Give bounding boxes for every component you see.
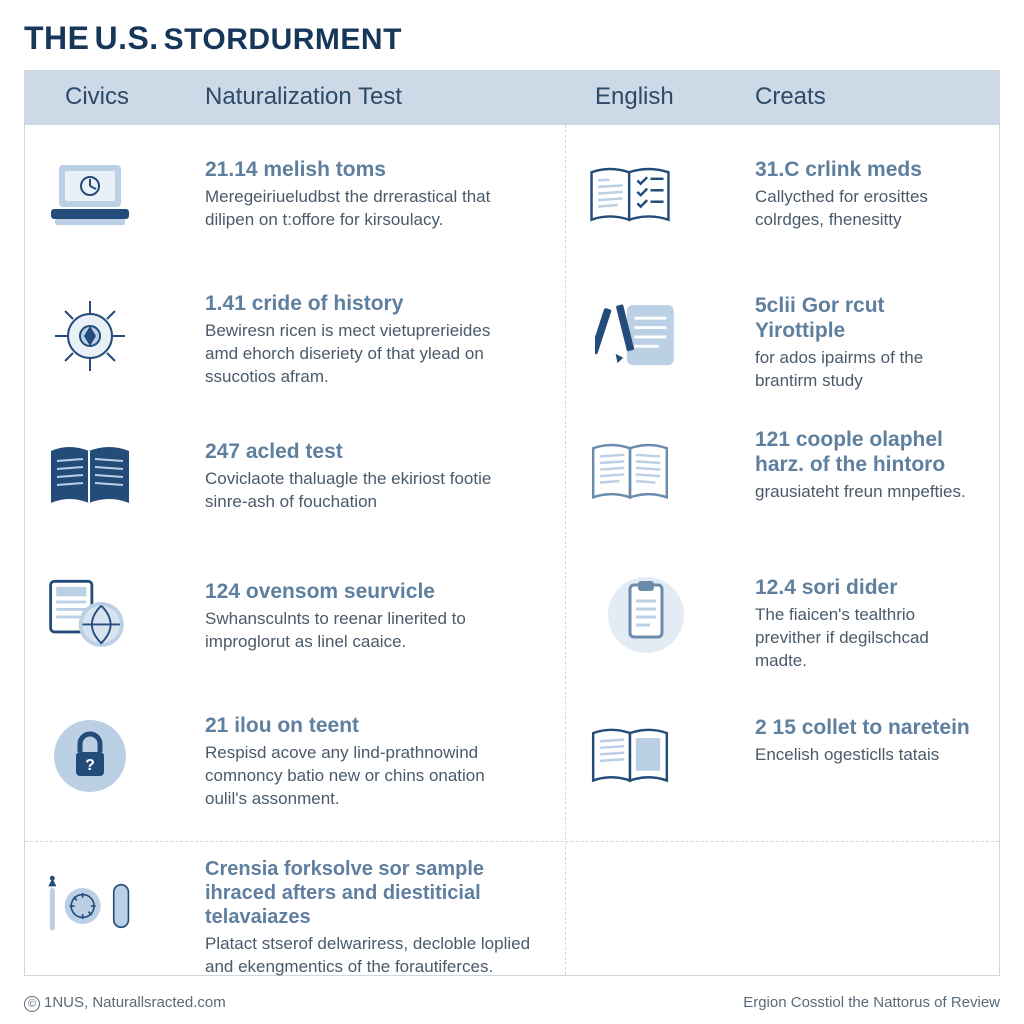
compass-icon: [47, 293, 133, 379]
right-desc-4: The fiaicen's tealthrio previther if deg…: [755, 604, 975, 673]
book-panel-icon: [585, 714, 675, 798]
left-text-2: 1.41 cride of history Bewiresn ricen is …: [205, 291, 525, 389]
copyright-icon: ©: [24, 996, 40, 1012]
left-desc-4: Swhansculnts to reenar linerited to impr…: [205, 608, 525, 654]
left-text-6: Crensia forksolve sor sample ihraced aft…: [205, 857, 545, 979]
tools-icon: [45, 866, 135, 946]
footer: ©1NUS, Naturallsracted.com Ergion Cossti…: [24, 994, 1000, 1012]
title-prefix: THE: [24, 20, 90, 56]
right-text-1: 31.C crlink meds Callycthed for erositte…: [755, 157, 975, 232]
left-desc-6: Platact stserof delwariress, decloble lo…: [205, 933, 545, 979]
book-solid-icon: [45, 441, 135, 511]
right-desc-2: for ados ipairms of the brantirm study: [755, 347, 975, 393]
globe-doc-icon: [45, 573, 135, 659]
left-desc-3: Coviclaote thaluagle the ekiriost footie…: [205, 468, 525, 514]
left-icon-6: [45, 861, 135, 951]
right-desc-3: grausiateht freun mnpefties.: [755, 481, 985, 504]
right-icon-5: [585, 711, 675, 801]
left-title-2: 1.41 cride of history: [205, 291, 525, 316]
open-book-check-icon: [585, 153, 675, 239]
left-title-1: 21.14 melish toms: [205, 157, 525, 182]
col-head-civics: Civics: [65, 83, 129, 111]
row-divider-bottom: [25, 841, 999, 842]
left-text-1: 21.14 melish toms Meregeiriueludbst the …: [205, 157, 525, 232]
svg-text:?: ?: [85, 757, 95, 774]
page-title: THE U.S. STORDURMENT: [24, 20, 402, 57]
left-icon-5: ?: [45, 711, 135, 801]
right-text-4: 12.4 sori dider The fiaicen's tealthrio …: [755, 575, 975, 673]
column-divider: [565, 125, 566, 975]
content-table: Civics Naturalization Test English Creat…: [24, 70, 1000, 976]
right-desc-1: Callycthed for erosittes colrdges, fhene…: [755, 186, 975, 232]
col-head-english: English: [595, 83, 674, 111]
left-desc-2: Bewiresn ricen is mect vietuprerieides a…: [205, 320, 525, 389]
right-title-1: 31.C crlink meds: [755, 157, 975, 182]
right-icon-1: [585, 151, 675, 241]
open-book-outline-icon: [585, 427, 675, 517]
footer-left-text: 1NUS, Naturallsracted.com: [44, 994, 226, 1011]
left-text-4: 124 ovensom seurvicle Swhansculnts to re…: [205, 579, 525, 654]
footer-left: ©1NUS, Naturallsracted.com: [24, 994, 226, 1012]
right-icon-4: [601, 571, 691, 661]
right-text-3: 121 coople olaphel harz. of the hintoro …: [755, 427, 985, 504]
title-word: STORDURMENT: [164, 23, 402, 56]
left-title-3: 247 acled test: [205, 439, 525, 464]
right-icon-3: [585, 427, 675, 517]
left-title-6: Crensia forksolve sor sample ihraced aft…: [205, 857, 545, 929]
footer-right: Ergion Cosstiol the Nattorus of Review: [743, 994, 1000, 1012]
right-title-5: 2 15 collet to naretein: [755, 715, 975, 740]
right-text-2: 5clii Gor rcut Yirottiple for ados ipair…: [755, 293, 975, 393]
left-text-3: 247 acled test Coviclaote thaluagle the …: [205, 439, 525, 514]
clipboard-icon: [606, 571, 686, 661]
right-desc-5: Encelish ogesticlls tatais: [755, 744, 975, 767]
left-icon-1: [45, 151, 135, 241]
lock-question-icon: ?: [50, 716, 130, 796]
left-icon-4: [45, 571, 135, 661]
left-desc-1: Meregeiriueludbst the drrerastical that …: [205, 186, 525, 232]
pencil-doc-icon: [595, 293, 685, 379]
right-title-3: 121 coople olaphel harz. of the hintoro: [755, 427, 985, 477]
left-desc-5: Respisd acove any lind-prathnowind comno…: [205, 742, 525, 811]
left-icon-2: [45, 291, 135, 381]
left-text-5: 21 ilou on teent Respisd acove any lind-…: [205, 713, 525, 811]
laptop-icon: [47, 161, 133, 231]
col-head-natz: Naturalization Test: [205, 83, 402, 111]
right-text-5: 2 15 collet to naretein Encelish ogestic…: [755, 715, 975, 767]
col-head-creats: Creats: [755, 83, 826, 111]
left-icon-3: [45, 431, 135, 521]
left-title-4: 124 ovensom seurvicle: [205, 579, 525, 604]
right-title-2: 5clii Gor rcut Yirottiple: [755, 293, 975, 343]
right-icon-2: [595, 291, 685, 381]
header-band: [25, 71, 999, 125]
left-title-5: 21 ilou on teent: [205, 713, 525, 738]
right-title-4: 12.4 sori dider: [755, 575, 975, 600]
title-mid: U.S.: [94, 20, 158, 56]
